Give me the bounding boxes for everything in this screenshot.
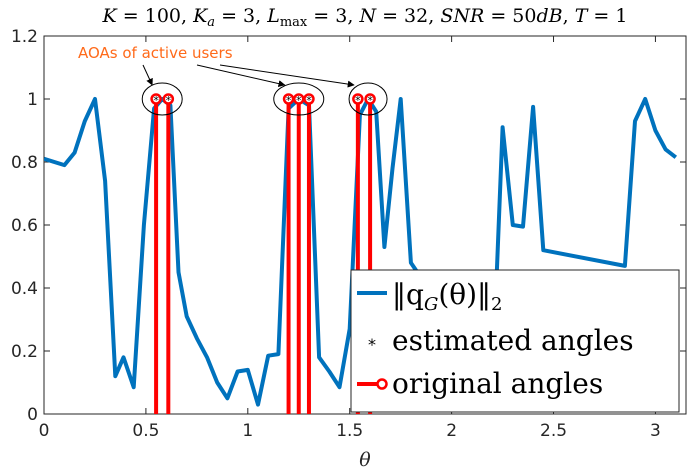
legend-box xyxy=(350,269,680,413)
original-angle-marker xyxy=(364,93,376,105)
y-tick-label: 1 xyxy=(27,90,38,110)
y-tick-label: 0.8 xyxy=(11,153,38,173)
y-tick-label: 0.4 xyxy=(11,279,38,299)
annotation-ellipse xyxy=(273,82,325,116)
original-angle-marker xyxy=(352,93,364,105)
estimated-angle-marker: * xyxy=(306,94,312,107)
y-tick-label: 0 xyxy=(27,405,38,425)
y-tick-label: 0.2 xyxy=(11,342,38,362)
original-angle-marker xyxy=(162,93,175,105)
annotation-ellipse xyxy=(141,82,183,116)
legend-swatch-estimated-marker: * xyxy=(368,335,376,354)
title-k: K xyxy=(102,5,119,27)
original-angle-marker xyxy=(150,93,162,105)
annotation-arrow xyxy=(142,64,153,86)
legend-entry-original: original angles xyxy=(392,367,603,400)
chart-title: K = 100, Ka = 3, Lmax = 3, N = 32, SNR =… xyxy=(102,5,628,30)
estimated-angle-marker: * xyxy=(286,94,292,107)
x-tick-label: 3 xyxy=(650,421,661,441)
estimated-angle-marker: * xyxy=(296,94,302,107)
x-tick-label: 1.5 xyxy=(336,421,363,441)
estimated-angle-marker: * xyxy=(153,94,159,107)
annotation-arrow xyxy=(196,64,286,88)
legend-entry-norm: ‖qG(θ)‖2 xyxy=(392,278,503,315)
y-tick-label: 1.2 xyxy=(11,27,38,47)
x-tick-label: 0.5 xyxy=(132,421,159,441)
x-tick-label: 0 xyxy=(39,421,50,441)
y-tick-label: 0.6 xyxy=(11,216,38,236)
estimated-angle-marker: * xyxy=(367,94,373,107)
annotation-ellipse xyxy=(348,82,388,116)
legend-swatch-original-marker xyxy=(376,378,388,390)
original-angle-marker xyxy=(303,93,315,105)
estimated-angle-marker: * xyxy=(355,94,361,107)
axis-ticks: 0 0.5 1 1.5 2 2.5 3 0 0.2 0.4 0.6 0.8 1 1.2 xyxy=(11,27,686,441)
x-tick-label: 1 xyxy=(242,421,253,441)
x-tick-label: 2.5 xyxy=(540,421,567,441)
x-tick-label: 2 xyxy=(446,421,457,441)
x-axis-label: θ xyxy=(359,449,371,471)
legend-entry-estimated: estimated angles xyxy=(392,324,634,357)
annotation-layer: AOAs of active users xyxy=(78,44,388,116)
norm-line xyxy=(44,97,678,407)
annotation-arrow xyxy=(219,64,355,88)
annotation-text: AOAs of active users xyxy=(78,44,233,62)
legend: ‖qG(θ)‖2 * estimated angles original ang… xyxy=(350,269,680,413)
estimated-angle-marker: * xyxy=(166,94,172,107)
